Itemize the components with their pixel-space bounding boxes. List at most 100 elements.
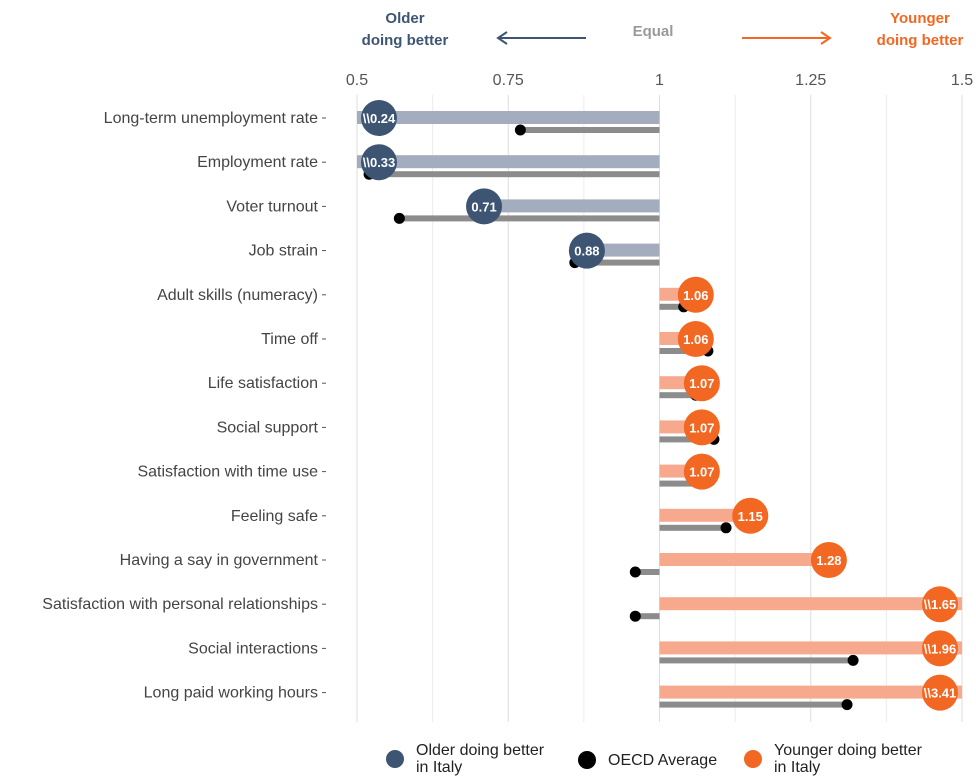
category-label: Social support [217,419,319,436]
italy-value-label: 1.07 [689,420,714,435]
category-label: Feeling safe [231,508,318,525]
italy-point [732,497,769,534]
italy-value-label: \\0.24 [363,111,396,126]
x-tick-label: 1 [655,72,664,89]
category-label: Long paid working hours [144,685,318,702]
italy-bar [659,597,962,611]
legend-younger-line1: Younger doing better [774,742,922,759]
header-younger-doing-better: Younger doing better [860,8,976,52]
oecd-bar [659,480,702,487]
italy-value-label: 0.88 [574,244,599,259]
italy-bar [357,155,660,169]
italy-bar [659,685,962,699]
category-label: Voter turnout [226,198,318,215]
category-label: Satisfaction with time use [137,464,318,481]
italy-value-label: 1.07 [689,376,714,391]
italy-point [922,674,958,711]
category-label: Time off [261,331,318,348]
oecd-bar [369,171,660,178]
italy-value-label: \\3.41 [924,686,957,701]
oecd-bar [659,701,848,708]
italy-point [361,144,397,181]
italy-bar [484,199,660,213]
italy-point [677,276,714,313]
oecd-bar [635,613,660,620]
header-older-line2: doing better [361,32,449,49]
legend-younger-line2: in Italy [774,759,821,776]
legend-older-line2: in Italy [416,759,463,776]
legend-oecd: OECD Average [578,751,717,769]
italy-point [922,586,958,623]
category-label: Adult skills (numeracy) [157,287,318,304]
italy-point [361,100,397,136]
header-younger-line2: doing better [876,32,964,49]
oecd-point [393,212,405,224]
italy-value-label: 1.28 [816,553,841,568]
arrow-right-head-icon [820,31,832,45]
italy-point [683,453,720,490]
category-label: Satisfaction with personal relationships [42,596,318,613]
x-tick-label: 0.5 [346,72,368,89]
oecd-bar [659,657,854,664]
oecd-bar [520,127,660,133]
legend-older-swatch [386,750,404,768]
legend: Older doing better in Italy OECD Average… [384,742,976,782]
italy-point [568,232,605,269]
legend-younger: Younger doing better in Italy [744,742,922,776]
italy-point [810,542,847,578]
oecd-bar [659,524,727,531]
italy-value-label: 1.06 [683,288,708,303]
italy-point [677,321,714,357]
x-tick-label: 1.5 [951,72,973,89]
oecd-bar [574,259,660,266]
category-label: Employment rate [197,154,318,171]
header-older-line1: Older [385,10,425,27]
oecd-bar [659,303,684,310]
oecd-bar [659,436,714,443]
italy-point [683,365,720,402]
oecd-point [841,699,853,711]
legend-older-line1: Older doing better [416,742,545,759]
italy-point [466,188,503,225]
italy-value-label: \\1.65 [924,597,957,612]
category-label: Long-term unemployment rate [104,110,318,127]
italy-value-label: \\1.96 [924,641,957,656]
oecd-bar [635,569,660,575]
oecd-bar [659,392,696,399]
italy-point [922,630,958,667]
italy-value-label: 1.06 [683,332,708,347]
category-label: Social interactions [188,640,318,657]
oecd-point [514,124,526,136]
italy-point [683,409,720,446]
arrow-left-head-icon [496,31,508,45]
legend-younger-label: Younger doing better in Italy [774,742,922,776]
x-tick-label: 0.75 [493,72,524,89]
header-younger-line1: Younger [890,10,950,27]
oecd-bar [399,215,660,222]
oecd-point [629,610,641,622]
x-tick-label: 1.25 [795,72,826,89]
italy-value-label: 0.71 [471,199,496,214]
legend-younger-swatch [744,750,762,768]
legend-older-label: Older doing better in Italy [416,742,544,776]
italy-bar [586,243,660,257]
oecd-point [629,566,641,578]
category-label: Job strain [249,243,318,260]
header-older-doing-better: Older doing better [340,8,470,52]
legend-oecd-label: OECD Average [608,751,718,769]
header-equal: Equal [632,23,674,40]
italy-value-label: \\0.33 [363,155,396,170]
italy-value-label: 1.07 [689,465,714,480]
category-label: Having a say in government [120,552,319,569]
italy-bar [659,553,829,566]
italy-bar [659,641,962,655]
oecd-point [720,522,732,534]
italy-bar [659,508,751,522]
category-label: Life satisfaction [208,375,318,392]
legend-older: Older doing better in Italy [386,742,544,776]
italy-value-label: 1.15 [738,509,763,524]
oecd-point [847,654,859,666]
italy-bar [357,111,660,124]
legend-oecd-swatch [578,751,596,769]
